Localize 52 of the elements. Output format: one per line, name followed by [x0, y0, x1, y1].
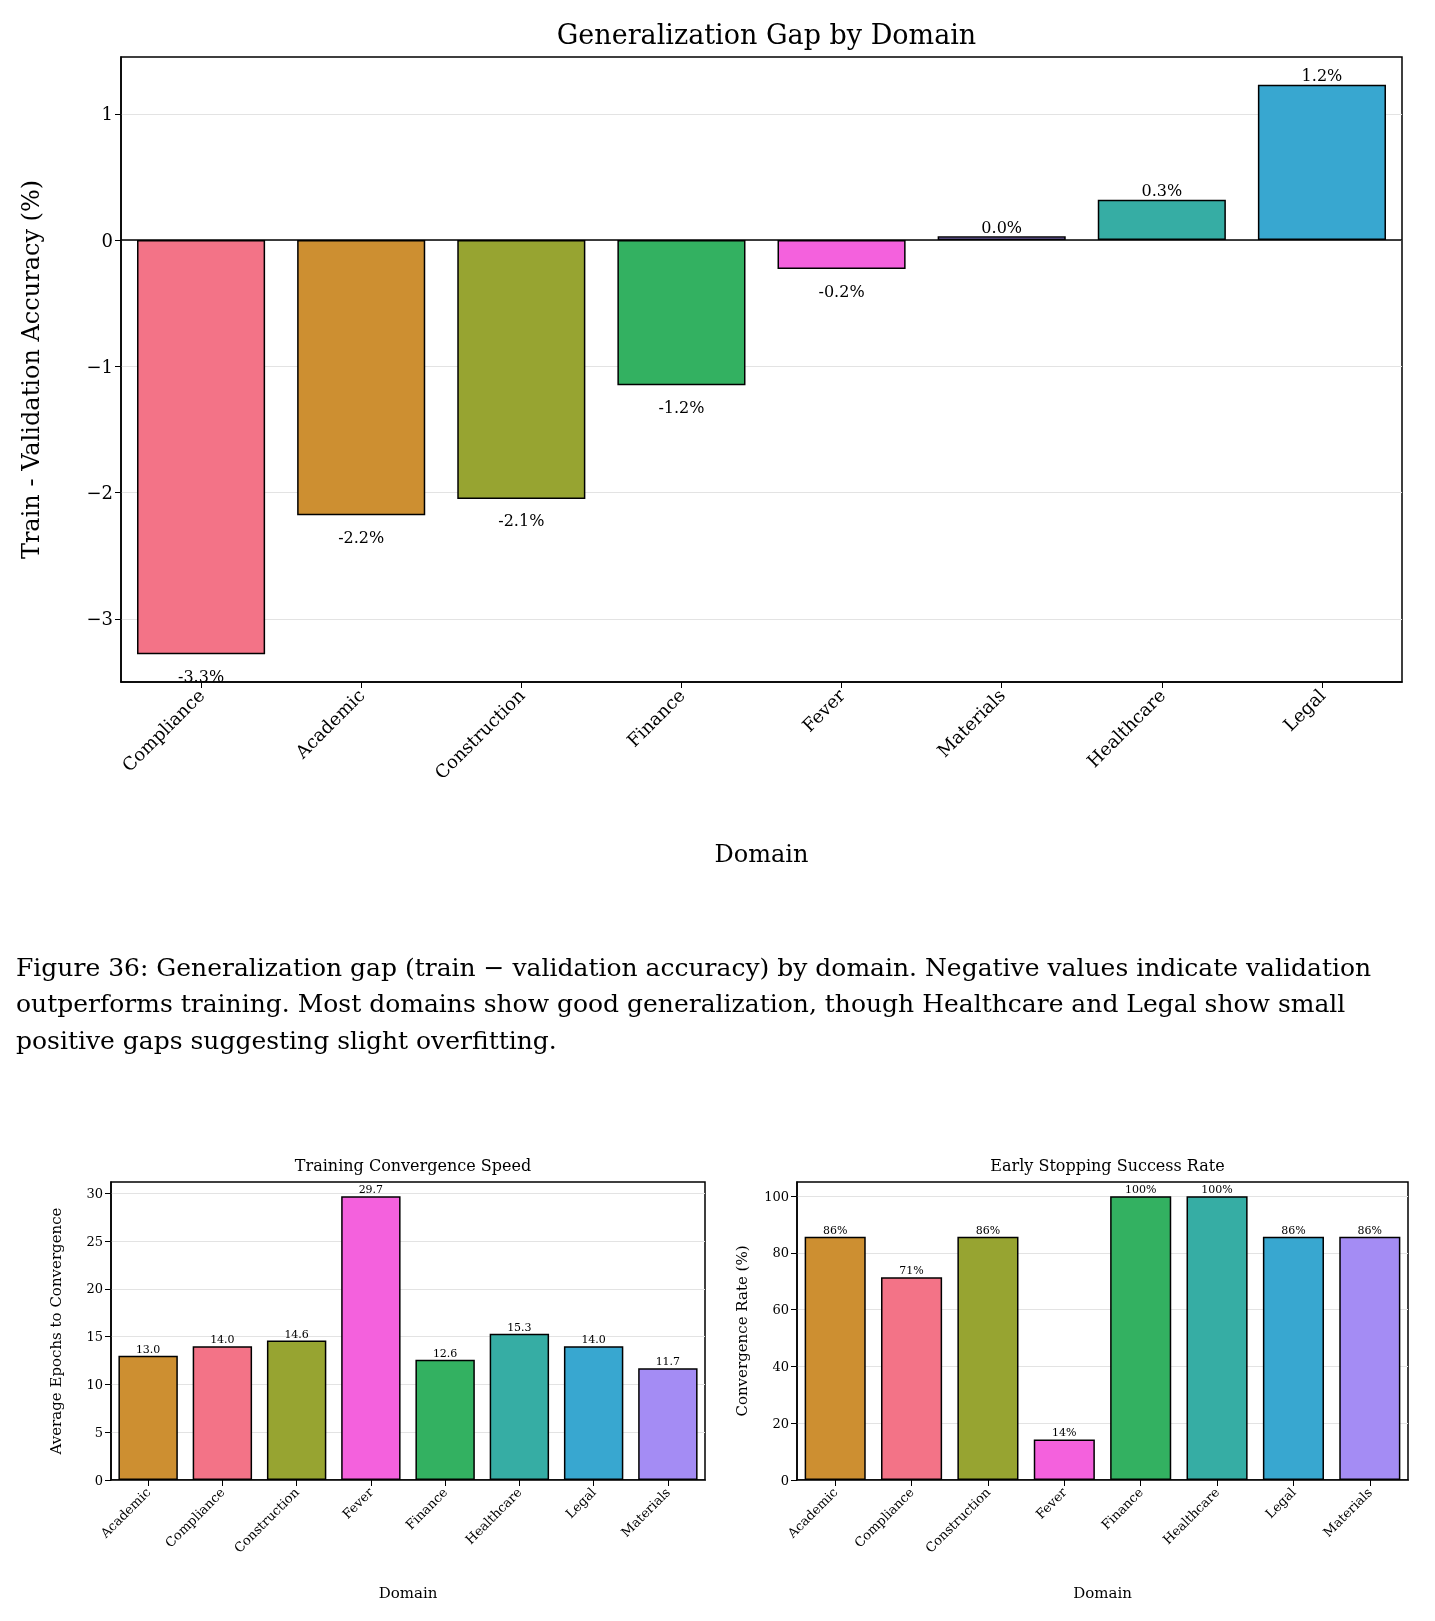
data-label: 14.6 [284, 1327, 309, 1341]
y-tick-label: 60 [772, 1302, 789, 1318]
data-label: 15.3 [507, 1320, 532, 1334]
y-tick-label: 1 [101, 103, 113, 125]
data-label: 86% [1281, 1223, 1306, 1237]
y-tick-label: 0 [94, 1472, 103, 1488]
caption: Figure 36: Generalization gap (train − validation accuracy) by domain. Negative values indicate validation outperforms training. Most domains show good generalization, though Healthcare and Legal show small positive gaps suggesting slight overfitting. [16, 952, 1373, 1057]
data-label: 100% [1124, 1183, 1157, 1197]
data-label: -1.2% [658, 397, 705, 417]
y-tick-label: 0 [780, 1472, 789, 1488]
y-tick-label: 80 [772, 1245, 789, 1261]
y-tick-label: 10 [86, 1376, 103, 1392]
data-label: 86% [822, 1223, 848, 1237]
data-label: 86% [1357, 1223, 1383, 1237]
y-axis-title: Average Epochs to Convergence [46, 1207, 65, 1456]
x-axis-title: Domain [714, 840, 809, 868]
y-axis-title: Train - Validation Accuracy (%) [17, 179, 45, 560]
x-axis-title: Domain [1073, 1583, 1133, 1602]
data-label: -2.2% [338, 527, 385, 547]
data-label: 14.0 [581, 1333, 606, 1347]
y-tick-label: −1 [86, 355, 113, 377]
y-tick-label: 30 [86, 1185, 103, 1201]
data-label: 11.7 [655, 1355, 681, 1369]
data-label: -3.3% [178, 666, 225, 686]
data-label: 13.0 [135, 1342, 161, 1356]
data-label: 0.0% [981, 217, 1023, 237]
y-tick-label: 20 [86, 1281, 103, 1297]
y-tick-label: 15 [86, 1329, 103, 1345]
data-label: 14% [1052, 1426, 1077, 1440]
chart-title: Training Convergence Speed [294, 1155, 532, 1175]
data-label: 86% [975, 1223, 1001, 1237]
y-axis-title: Convergence Rate (%) [732, 1245, 751, 1417]
data-label: 100% [1201, 1183, 1233, 1197]
data-label: 0.3% [1141, 181, 1183, 201]
y-tick-label: 0 [101, 229, 113, 251]
y-tick-label: −3 [86, 608, 113, 630]
y-tick-label: 5 [94, 1424, 103, 1440]
data-label: 12.6 [432, 1346, 458, 1360]
y-tick-label: 100 [764, 1188, 789, 1204]
data-label: 14.0 [210, 1333, 235, 1347]
y-tick-label: 20 [772, 1415, 789, 1431]
chart-title: Generalization Gap by Domain [556, 19, 977, 50]
y-tick-label: −2 [86, 482, 113, 504]
data-label: -0.2% [818, 281, 865, 301]
data-label: 29.7 [358, 1183, 384, 1197]
y-tick-label: 25 [86, 1233, 103, 1249]
data-label: 1.2% [1301, 66, 1343, 86]
chart-title: Early Stopping Success Rate [990, 1155, 1225, 1175]
data-label: -2.1% [498, 511, 545, 531]
y-tick-label: 40 [772, 1358, 789, 1374]
data-label: 71% [899, 1264, 924, 1278]
x-axis-title: Domain [378, 1583, 438, 1602]
